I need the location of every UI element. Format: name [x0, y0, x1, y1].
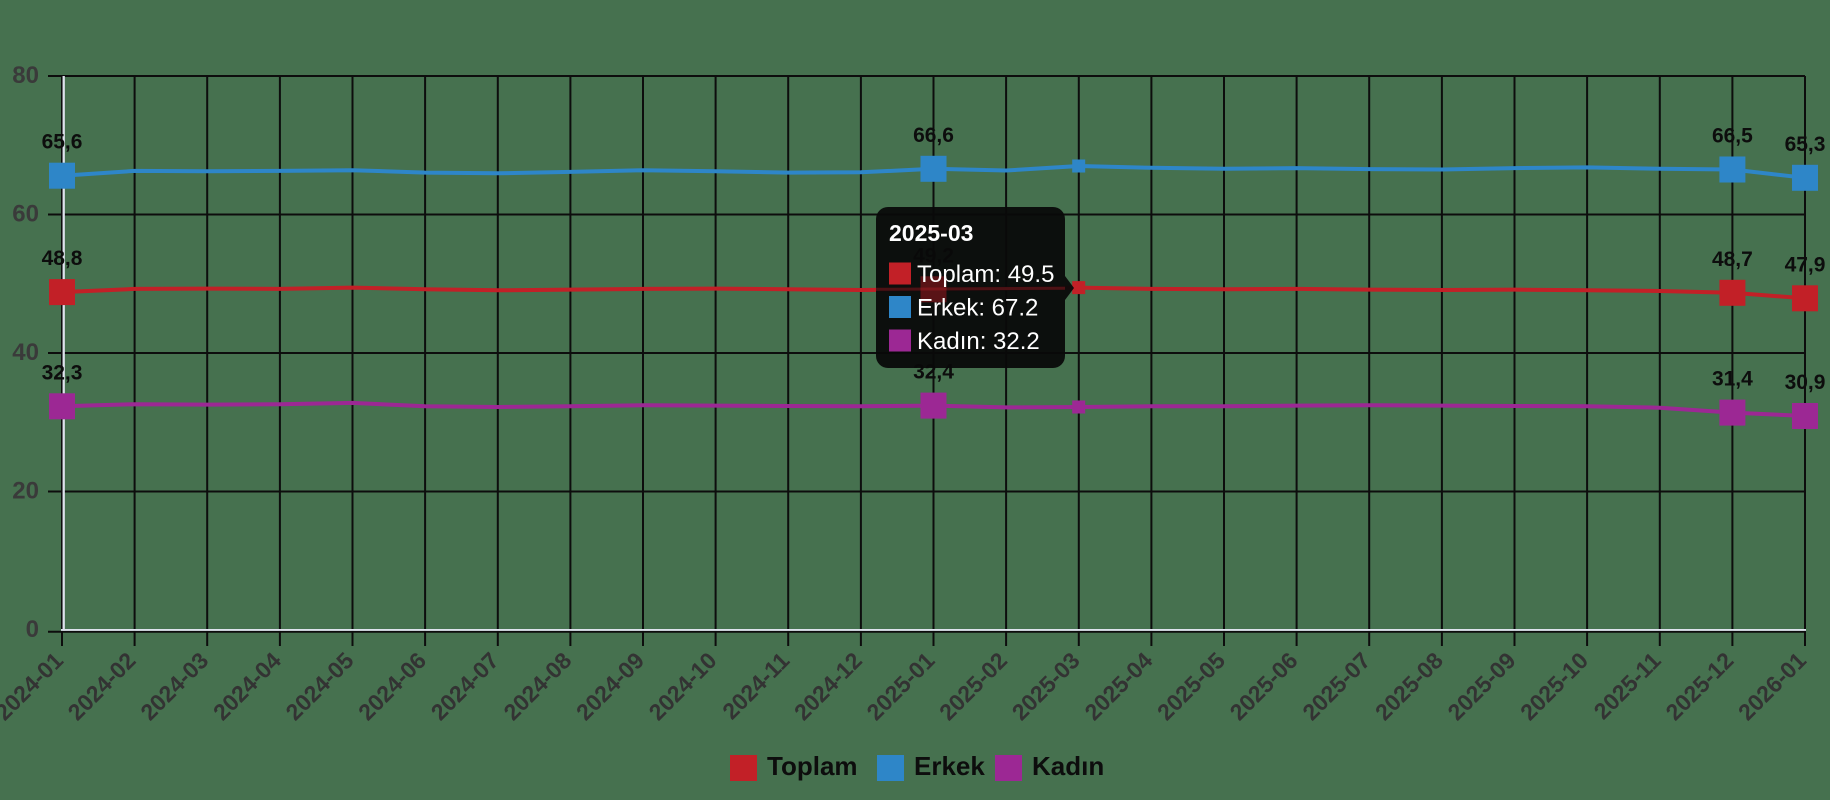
svg-text:20: 20 — [12, 478, 39, 505]
svg-text:Toplam: Toplam — [767, 751, 858, 781]
svg-text:Erkek: 67.2: Erkek: 67.2 — [917, 295, 1038, 322]
svg-text:30,9: 30,9 — [1785, 371, 1826, 394]
svg-text:31,4: 31,4 — [1712, 368, 1753, 391]
svg-text:Erkek: Erkek — [914, 751, 985, 781]
svg-text:66,6: 66,6 — [913, 124, 954, 147]
svg-text:60: 60 — [12, 201, 39, 228]
svg-text:2025-03: 2025-03 — [889, 220, 973, 246]
svg-text:66,5: 66,5 — [1712, 125, 1753, 148]
svg-text:80: 80 — [12, 62, 39, 89]
svg-text:Kadın: 32.2: Kadın: 32.2 — [917, 328, 1040, 355]
svg-text:48,7: 48,7 — [1712, 248, 1753, 271]
svg-text:48,8: 48,8 — [42, 247, 83, 270]
svg-text:65,6: 65,6 — [42, 131, 83, 154]
svg-text:0: 0 — [26, 616, 39, 643]
svg-text:65,3: 65,3 — [1785, 133, 1826, 156]
svg-text:Toplam: 49.5: Toplam: 49.5 — [917, 261, 1054, 288]
svg-text:Kadın: Kadın — [1032, 751, 1104, 781]
svg-text:40: 40 — [12, 339, 39, 366]
svg-text:47,9: 47,9 — [1785, 253, 1826, 276]
svg-text:32,3: 32,3 — [42, 361, 83, 384]
